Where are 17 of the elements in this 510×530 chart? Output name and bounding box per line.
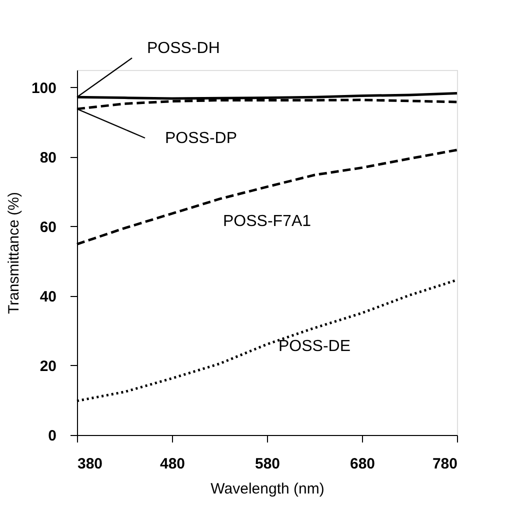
y-axis-title: Transmittance (%): [5, 192, 22, 314]
series-label: POSS-F7A1: [222, 212, 312, 230]
y-tick-label: 100: [31, 80, 56, 97]
x-tick-label: 480: [160, 456, 186, 472]
x-tick-label: 780: [432, 456, 458, 472]
series-label: POSS-DP: [165, 130, 238, 147]
x-axis-title: Wavelength (nm): [210, 480, 324, 498]
text: POSS-DH: [147, 40, 220, 57]
y-tick-label: 60: [40, 218, 56, 236]
y-tick-label: 0: [48, 428, 56, 444]
x-tick-label: 580: [254, 456, 280, 472]
y-tick-label: 20: [40, 358, 56, 375]
x-tick-label: 380: [78, 456, 103, 472]
y-tick-label: 40: [40, 288, 56, 306]
x-tick-label: 680: [350, 456, 376, 472]
series-label: POSS-DE: [278, 338, 351, 355]
y-tick-label: 80: [40, 149, 56, 166]
